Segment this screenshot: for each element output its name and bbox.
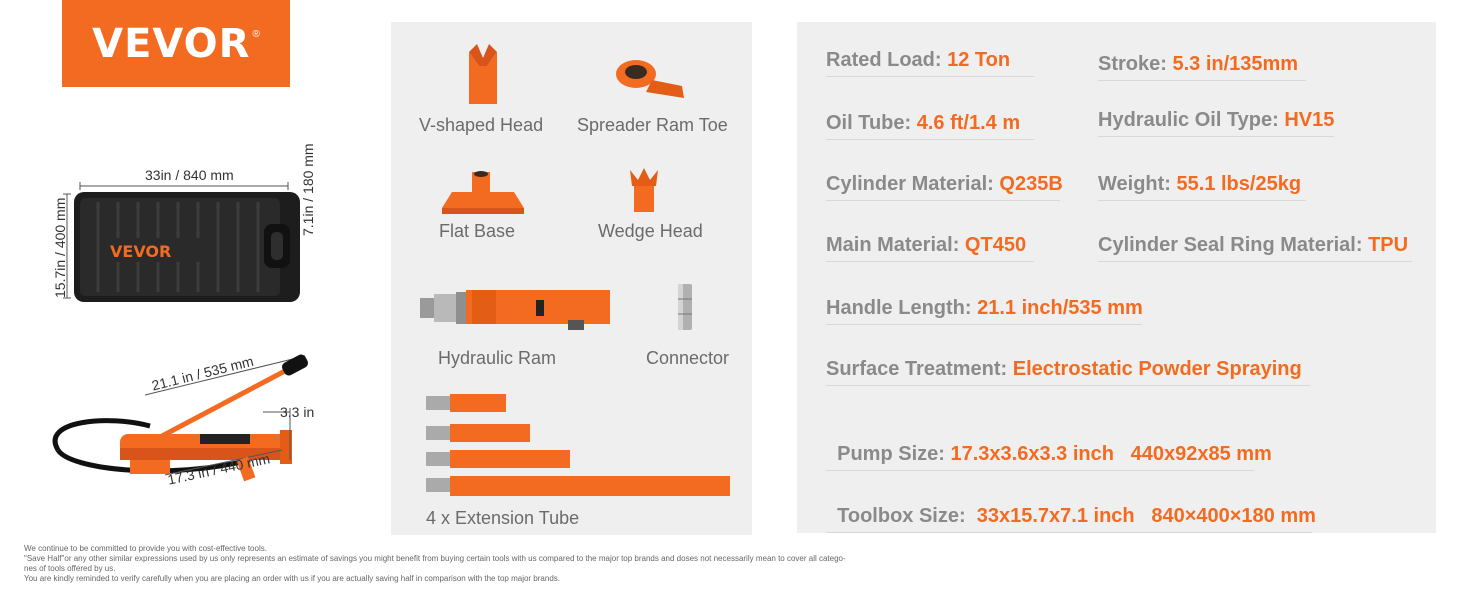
- spec-label: Oil Tube:: [826, 112, 917, 134]
- spec-label: Handle Length:: [826, 297, 978, 319]
- disclaimer-line: You are kindly reminded to verify carefu…: [24, 574, 560, 583]
- flat-base-image: [442, 171, 524, 214]
- flat-base-label: Flat Base: [439, 221, 516, 241]
- hydraulic-ram-image: [420, 290, 610, 330]
- spec-stroke: Stroke: 5.3 in/135mm: [1098, 53, 1306, 81]
- hydraulic-ram-label: Hydraulic Ram: [438, 348, 557, 368]
- spec-weight: Weight: 55.1 lbs/25kg: [1098, 173, 1306, 201]
- spec-label: Pump Size:: [837, 443, 951, 465]
- spec-value: 33x15.7x7.1 inch 840×400×180 mm: [971, 505, 1316, 527]
- spec-value: HV15: [1284, 109, 1335, 131]
- spec-value: QT450: [964, 234, 1027, 256]
- spec-label: Cylinder Seal Ring Material:: [1098, 234, 1369, 256]
- logo-text: VEVOR: [92, 20, 251, 67]
- spec-toolbox-size: Toolbox Size: 33x15.7x7.1 inch 840×400×1…: [826, 482, 1316, 533]
- spec-value: 21.1 inch/535 mm: [977, 297, 1143, 319]
- disclaimer-line: "Save Half"or any other similar expressi…: [24, 554, 846, 563]
- spec-label: Surface Treatment:: [826, 358, 1013, 380]
- disclaimer-line: nes of tools offered by us.: [24, 564, 116, 573]
- wedge-head-image: [630, 168, 658, 212]
- toolbox-image: [63, 182, 300, 302]
- spec-value: 55.1 lbs/25kg: [1176, 173, 1302, 195]
- spec-label: Rated Load:: [826, 49, 948, 71]
- extension-tubes-image: [426, 394, 730, 496]
- spec-seal-ring-material: Cylinder Seal Ring Material: TPU: [1098, 234, 1412, 262]
- spec-value: Electrostatic Powder Spraying: [1012, 358, 1302, 380]
- spec-surface-treatment: Surface Treatment: Electrostatic Powder …: [826, 358, 1310, 386]
- spec-label: Toolbox Size:: [837, 505, 972, 527]
- spec-value: TPU: [1368, 234, 1409, 256]
- spec-pump-size: Pump Size: 17.3x3.6x3.3 inch 440x92x85 m…: [826, 420, 1272, 471]
- spec-label: Main Material:: [826, 234, 965, 256]
- spec-value: 12 Ton: [947, 49, 1011, 71]
- logo-registered-mark: ®: [252, 29, 260, 40]
- spec-label: Hydraulic Oil Type:: [1098, 109, 1285, 131]
- accessories-panel: [391, 22, 752, 535]
- disclaimer-text: We continue to be committed to provide y…: [24, 544, 964, 584]
- wedge-head-label: Wedge Head: [598, 221, 703, 241]
- spec-oil-tube: Oil Tube: 4.6 ft/1.4 m: [826, 112, 1034, 140]
- disclaimer-line: We continue to be committed to provide y…: [24, 544, 267, 553]
- spec-rated-load: Rated Load: 12 Ton: [826, 49, 1034, 77]
- spec-main-material: Main Material: QT450: [826, 234, 1034, 262]
- extension-tube-label: 4 x Extension Tube: [426, 508, 580, 528]
- spec-value: 4.6 ft/1.4 m: [916, 112, 1021, 134]
- spec-oil-type: Hydraulic Oil Type: HV15: [1098, 109, 1334, 137]
- connector-label: Connector: [646, 348, 730, 368]
- spec-cylinder-material: Cylinder Material: Q235B: [826, 173, 1063, 201]
- spec-handle-length: Handle Length: 21.1 inch/535 mm: [826, 297, 1143, 325]
- toolbox-depth-label: 15.7in / 400 mm: [52, 197, 68, 298]
- spec-value: 17.3x3.6x3.3 inch 440x92x85 mm: [950, 443, 1272, 465]
- toolbox-height-label: 7.1in / 180 mm: [300, 143, 316, 236]
- spec-label: Weight:: [1098, 173, 1177, 195]
- specs-panel: [797, 22, 1436, 533]
- hand-pump-image: [52, 354, 309, 482]
- vevor-logo: VEVOR ®: [62, 0, 290, 87]
- spreader-ram-toe-image: [616, 60, 684, 98]
- spreader-ram-toe-label: Spreader Ram Toe: [577, 115, 728, 135]
- v-shaped-head-label: V-shaped Head: [419, 115, 544, 135]
- spec-value: 5.3 in/135mm: [1172, 53, 1299, 75]
- pump-diameter-label: 3.3 in: [280, 404, 315, 420]
- spec-label: Stroke:: [1098, 53, 1173, 75]
- v-shaped-head-image: [469, 44, 497, 104]
- spec-label: Cylinder Material:: [826, 173, 1000, 195]
- connector-image: [678, 284, 692, 330]
- spec-value: Q235B: [999, 173, 1063, 195]
- toolbox-brand-label: VEVOR: [110, 242, 172, 261]
- toolbox-width-label: 33in / 840 mm: [145, 167, 234, 183]
